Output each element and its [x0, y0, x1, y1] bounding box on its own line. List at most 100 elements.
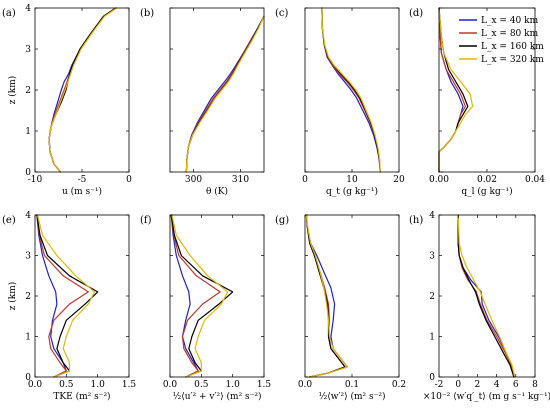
x-tick-label-a-1: -5: [78, 175, 87, 185]
x-tick-label-a-0: -10: [28, 175, 43, 185]
axes-frame-g: [304, 214, 400, 378]
x-tick-label-h-3: 4: [494, 380, 500, 390]
y-tick-label-h-2: 2: [429, 292, 435, 302]
x-tick-label-d-1: 0.02: [477, 175, 497, 185]
x-tick-label-b-1: 310: [232, 175, 249, 185]
panel-d: 0.00 0.02 0.04 (d) q_l (g kg⁻¹): [409, 7, 545, 197]
x-axis-label-a: u (m s⁻¹): [62, 186, 102, 197]
x-tick-label-e-0: 0.0: [28, 380, 43, 390]
panel-label-g: (g): [275, 215, 289, 226]
y-tick-label-h-4: 4: [429, 211, 435, 221]
series-line-f-3: [171, 214, 229, 378]
panel-label-d: (d): [409, 8, 423, 19]
x-tick-label-g-0: 0.0: [298, 380, 313, 390]
x-tick-label-f-0: 0.0: [163, 380, 178, 390]
y-tick-label-a-3: 3: [25, 45, 31, 55]
legend: L_x = 40 km L_x = 80 km L_x = 160 km L_x = …: [459, 16, 544, 65]
series-line-f-1: [170, 214, 221, 378]
legend-label-3: L_x = 320 km: [481, 55, 544, 65]
y-tick-label-a-1: 1: [25, 127, 31, 137]
series-line-h-3: [457, 214, 516, 378]
panel-b: 300 310 (b) θ (K): [140, 7, 265, 197]
x-tick-label-c-2: 20: [393, 175, 405, 185]
series-line-e-1: [36, 214, 89, 378]
x-tick-label-c-0: 0: [302, 175, 308, 185]
series-line-a-1: [48, 7, 117, 173]
x-tick-label-g-2: 0.2: [392, 380, 406, 390]
x-tick-label-g-1: 0.1: [345, 380, 359, 390]
x-tick-label-h-0: -2: [435, 380, 444, 390]
series-line-a-0: [48, 7, 117, 173]
panel-label-f: (f): [140, 215, 152, 226]
y-tick-label-h-0: 0: [429, 373, 435, 383]
x-tick-label-e-1: 0.5: [59, 380, 74, 390]
panel-label-h: (h): [409, 215, 423, 226]
x-tick-label-f-3: 1.5: [257, 380, 272, 390]
series-line-a-2: [48, 7, 117, 173]
x-tick-label-a-2: 0: [126, 175, 132, 185]
panel-g: 0.0 0.1 0.2 (g) ½⟨w′²⟩ (m² s⁻²): [275, 214, 406, 402]
series-line-b-3: [185, 15, 265, 173]
y-tick-label-a-4: 4: [25, 4, 31, 14]
y-tick-label-e-3: 3: [25, 252, 31, 262]
series-line-a-3: [48, 7, 118, 173]
series-line-c-3: [321, 7, 381, 173]
x-tick-label-f-1: 0.5: [194, 380, 209, 390]
x-tick-label-e-3: 1.5: [122, 380, 137, 390]
y-tick-label-h-3: 3: [429, 252, 435, 262]
panel-e: 0.0 0.5 1.0 1.5 0 1 2 3 4 (e) TKE (m² s⁻²) z (km): [2, 211, 136, 402]
series-line-h-2: [457, 214, 515, 378]
x-tick-label-h-1: 0: [455, 380, 461, 390]
panel-a: -10 -5 0 0 1 2 3 4 (a) u (m s⁻¹) z (km): [2, 4, 132, 197]
axes-frame-c: [304, 7, 400, 173]
x-tick-label-d-0: 0.00: [429, 175, 449, 185]
x-axis-label-g: ½⟨w′²⟩ (m² s⁻²): [319, 391, 386, 402]
axes-frame-f: [169, 214, 265, 378]
legend-label-1: L_x = 80 km: [481, 29, 539, 39]
x-tick-label-c-1: 10: [346, 175, 358, 185]
y-tick-label-a-2: 2: [25, 86, 31, 96]
x-axis-label-h: ×10⁻² ⟨w′q′_t⟩ (m g s⁻¹ kg⁻¹): [423, 391, 550, 402]
legend-label-0: L_x = 40 km: [481, 16, 539, 26]
legend-label-2: L_x = 160 km: [481, 42, 544, 52]
y-tick-label-e-1: 1: [25, 333, 31, 343]
panel-label-e: (e): [2, 215, 16, 226]
x-tick-label-e-2: 1.0: [91, 380, 106, 390]
y-tick-label-e-0: 0: [25, 373, 31, 383]
panel-c: 0 10 20 (c) q_t (g kg⁻¹): [275, 7, 405, 197]
x-tick-label-h-2: 2: [475, 380, 481, 390]
series-line-c-0: [321, 7, 381, 173]
x-axis-label-d: q_l (g kg⁻¹): [461, 186, 512, 197]
y-axis-label-a: z (km): [7, 76, 18, 105]
x-axis-label-f: ½⟨u′² + v′²⟩ (m² s⁻²): [172, 391, 261, 402]
x-axis-label-e: TKE (m² s⁻²): [53, 391, 110, 402]
axes-frame-h: [438, 214, 536, 378]
series-line-h-1: [457, 214, 515, 378]
x-tick-label-d-2: 0.04: [525, 175, 545, 185]
x-tick-label-b-0: 300: [185, 175, 202, 185]
x-axis-label-b: θ (K): [206, 186, 228, 197]
y-tick-label-a-0: 0: [25, 168, 31, 178]
x-axis-label-c: q_t (g kg⁻¹): [326, 186, 378, 197]
series-line-f-2: [170, 214, 234, 378]
series-line-d-3: [438, 7, 474, 173]
x-tick-label-h-4: 6: [513, 380, 519, 390]
panel-label-c: (c): [275, 8, 289, 19]
y-tick-label-e-2: 2: [25, 292, 31, 302]
y-tick-label-e-4: 4: [25, 211, 31, 221]
x-tick-label-h-5: 8: [532, 380, 538, 390]
series-line-e-3: [36, 214, 96, 378]
x-tick-label-f-2: 1.0: [226, 380, 241, 390]
panel-label-b: (b): [140, 8, 154, 19]
series-line-g-3: [305, 214, 348, 378]
panel-f: 0.0 0.5 1.0 1.5 (f) ½⟨u′² + v′²⟩ (m² s⁻²): [140, 214, 272, 402]
y-tick-label-h-1: 1: [429, 333, 435, 343]
series-line-e-2: [36, 214, 99, 378]
y-axis-label-e: z (km): [7, 282, 18, 311]
series-line-f-0: [170, 214, 199, 378]
axes-frame-b: [169, 7, 265, 173]
panel-label-a: (a): [2, 8, 16, 19]
